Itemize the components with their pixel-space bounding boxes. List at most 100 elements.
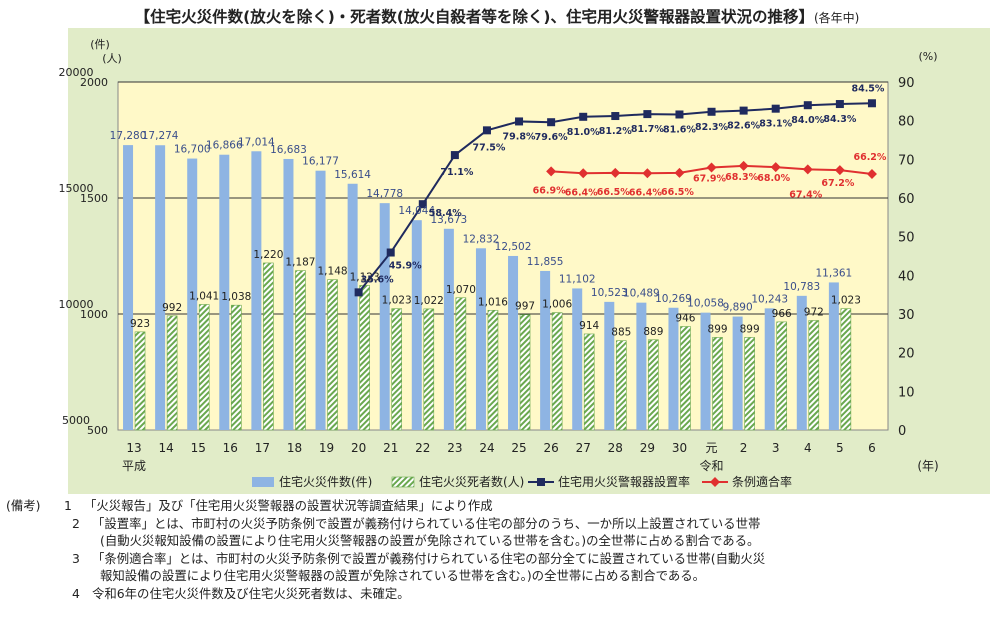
- data-label-compliance-rate: 68.3%: [725, 172, 758, 183]
- plot-area: [117, 81, 889, 431]
- chart-title-suffix: (各年中): [813, 11, 860, 25]
- point-install-rate: [515, 117, 524, 126]
- chart-title-main: 【住宅火災件数(放火を除く)・死者数(放火自殺者等を除く)、住宅用火災警報器設置…: [134, 8, 814, 26]
- y-tick-label-deaths: 2000: [80, 76, 108, 89]
- y-tick-label-fires: 20000: [59, 66, 94, 79]
- y-tick-label-rate: 70: [898, 153, 915, 168]
- data-label-deaths: 885: [611, 327, 631, 339]
- point-install-rate: [803, 101, 812, 110]
- x-tick-label: 5: [836, 441, 844, 455]
- data-label-deaths: 1,023: [382, 295, 412, 307]
- data-label-fires: 17,274: [142, 130, 179, 142]
- data-label-fires: 14,044: [398, 205, 435, 217]
- x-tick-label: 3: [772, 441, 780, 455]
- data-label-compliance-rate: 66.4%: [565, 187, 598, 198]
- x-tick-label: 27: [576, 441, 591, 455]
- note-number: 3: [72, 550, 80, 566]
- x-tick-label: 15: [191, 441, 206, 455]
- data-label-compliance-rate: 67.2%: [821, 178, 854, 189]
- data-label-install-rate: 35.6%: [361, 274, 394, 285]
- bar-deaths: [166, 315, 178, 431]
- x-axis-label: (年): [917, 459, 938, 473]
- data-label-fires: 16,700: [174, 144, 211, 156]
- bar-deaths: [359, 285, 370, 431]
- data-label-deaths: 1,038: [221, 291, 251, 303]
- point-install-rate: [675, 110, 684, 119]
- note-text: (自動火災報知設備の設置により住宅用火災警報器の設置が免除されている世帯を含む。…: [100, 533, 760, 549]
- legend-swatch-deaths: [391, 476, 415, 488]
- note-row-4: 4 令和6年の住宅火災件数及び住宅火災死者数は、未確定。: [6, 585, 990, 603]
- bar-fires: [700, 312, 711, 430]
- bar-deaths: [615, 340, 627, 431]
- bar-fires: [123, 145, 134, 430]
- bar-fires: [315, 170, 326, 430]
- data-label-fires: 16,866: [206, 140, 243, 152]
- data-label-install-rate: 79.6%: [535, 132, 568, 143]
- x-tick-label: 6: [868, 441, 876, 455]
- x-era-label: 令和: [700, 458, 724, 473]
- legend-swatch-fires: [252, 477, 274, 487]
- legend-marker-install-rate: [537, 478, 545, 486]
- y-tick-label-rate: 30: [898, 308, 915, 323]
- point-compliance-rate: [738, 160, 749, 171]
- data-label-install-rate: 81.0%: [567, 127, 600, 138]
- bar-fires: [828, 282, 839, 430]
- y-tick-label-rate: 0: [898, 424, 906, 439]
- y-tick-label-rate: 90: [898, 76, 915, 91]
- bar-deaths: [487, 309, 499, 431]
- note-row-2: 2 「設置率」とは、市町村の火災予防条例で設置が義務付けられている住宅の部分のうち…: [6, 515, 990, 533]
- note-text: 報知設備の設置により住宅用火災警報器の設置が免除されている世帯を含む。)の全世帯…: [100, 568, 706, 584]
- data-label-fires: 15,614: [334, 169, 371, 181]
- point-compliance-rate: [610, 167, 621, 178]
- note-row-2b: (自動火災報知設備の設置により住宅用火災警報器の設置が免除されている世帯を含む。…: [6, 532, 990, 550]
- data-label-fires: 10,489: [623, 288, 660, 300]
- data-label-install-rate: 81.2%: [599, 126, 632, 137]
- note-row-3: 3 「条例適合率」とは、市町村の火災予防条例で設置が義務付けられている住宅の部分全…: [6, 550, 990, 568]
- data-label-fires: 10,269: [655, 293, 692, 305]
- data-label-install-rate: 45.9%: [389, 261, 422, 272]
- x-tick-label: 30: [672, 441, 687, 455]
- point-compliance-rate: [802, 164, 813, 175]
- y-tick-label-fires: 5000: [62, 414, 90, 427]
- data-label-deaths: 1,016: [478, 296, 508, 308]
- note-text: 「条例適合率」とは、市町村の火災予防条例で設置が義務付けられている住宅の部分全て…: [92, 550, 766, 566]
- bar-fires: [475, 248, 486, 430]
- x-tick-label: 元: [706, 441, 718, 455]
- point-install-rate: [354, 288, 363, 297]
- data-label-deaths: 1,123: [350, 271, 380, 283]
- data-label-install-rate: 84.3%: [823, 114, 856, 125]
- data-label-fires: 10,523: [591, 287, 628, 299]
- y-tick-label-deaths: 500: [87, 424, 108, 437]
- legend-label-install-rate: 住宅用火災警報器設置率: [558, 474, 690, 489]
- bar-fires: [155, 145, 166, 430]
- point-compliance-rate: [834, 165, 845, 176]
- bar-deaths: [134, 331, 146, 431]
- notes-label: (備考): [6, 498, 41, 513]
- note-text: 令和6年の住宅火災件数及び住宅火災死者数は、未確定。: [92, 585, 410, 601]
- notes: (備考) 1 「火災報告」及び「住宅用火災警報器の設置状況等調査結果」により作成 2…: [6, 497, 990, 603]
- data-label-install-rate: 81.7%: [631, 124, 664, 135]
- y-tick-label-deaths: 1500: [80, 192, 108, 205]
- bar-deaths: [680, 326, 691, 431]
- data-label-install-rate: 81.6%: [663, 124, 696, 135]
- y-left-unit-fires: (件): [90, 38, 110, 51]
- legend-label-compliance-rate: 条例適合率: [732, 474, 792, 489]
- x-tick-label: 23: [447, 441, 462, 455]
- point-compliance-rate: [546, 166, 557, 177]
- data-label-fires: 17,280: [110, 130, 147, 142]
- data-label-install-rate: 71.1%: [440, 167, 473, 178]
- data-label-fires: 11,361: [816, 267, 853, 279]
- x-tick-label: 16: [223, 441, 238, 455]
- data-label-deaths: 899: [708, 323, 728, 335]
- data-label-compliance-rate: 66.5%: [661, 187, 694, 198]
- data-label-install-rate: 77.5%: [472, 142, 505, 153]
- data-label-deaths: 1,187: [285, 257, 315, 269]
- data-label-deaths: 923: [130, 318, 150, 330]
- y-left-unit-deaths: (人): [102, 52, 122, 65]
- bar-fires: [379, 203, 390, 430]
- bar-fires: [219, 154, 230, 430]
- x-tick-label: 17: [255, 441, 270, 455]
- point-compliance-rate: [674, 167, 685, 178]
- data-label-install-rate: 79.8%: [503, 131, 536, 142]
- x-era-label: 平成: [122, 459, 146, 473]
